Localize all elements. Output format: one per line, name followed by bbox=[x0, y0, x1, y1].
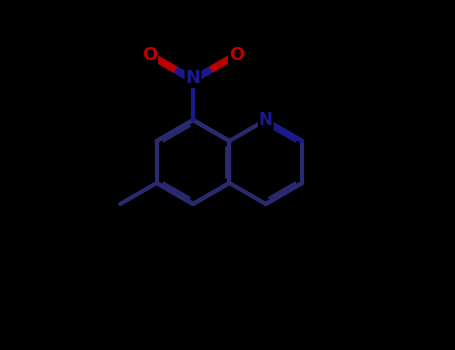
Text: N: N bbox=[259, 111, 273, 129]
Text: O: O bbox=[229, 46, 244, 64]
Text: N: N bbox=[186, 69, 201, 87]
Text: O: O bbox=[142, 46, 157, 64]
